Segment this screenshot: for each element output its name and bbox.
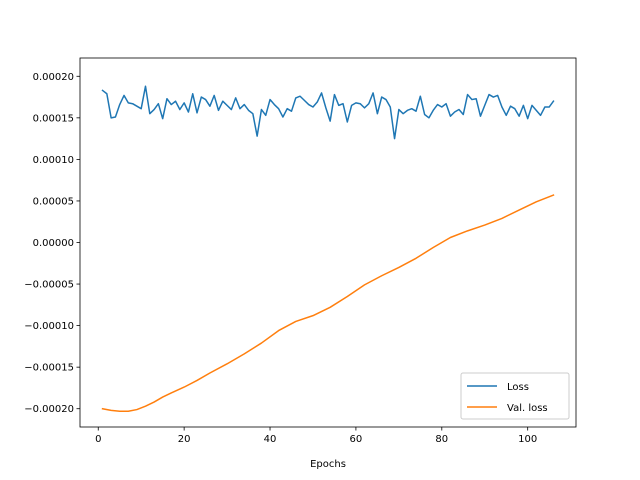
y-tick-label: −0.00015 [24,363,74,374]
y-tick-label: −0.00010 [24,321,74,332]
y-tick-label: 0.00005 [33,196,74,207]
x-tick-label: 100 [518,434,537,445]
plot-lines [101,85,555,412]
y-tick-label: −0.00005 [24,280,74,291]
x-tick-label: 80 [435,434,448,445]
x-tick-label: 0 [95,434,101,445]
x-tick-label: 60 [350,434,363,445]
x-axis-title: Epochs [310,459,346,470]
y-tick-label: 0.00010 [33,155,74,166]
x-tick-label: 40 [264,434,277,445]
y-tick-label: 0.00015 [33,113,74,124]
x-tick-label: 20 [178,434,191,445]
y-tick-label: 0.00000 [33,238,74,249]
y-tick-label: −0.00020 [24,404,74,415]
y-axis: −0.00020 −0.00015 −0.00010 −0.00005 0.00000 0… [24,72,80,415]
series-line-val-loss [101,194,555,412]
y-tick-label: 0.00020 [33,72,74,83]
series-line-loss [101,85,555,140]
legend-label-loss: Loss [507,382,529,393]
x-axis: 0 20 40 60 80 100 [95,427,537,445]
legend: Loss Val. loss [460,372,570,420]
legend-label-val-loss: Val. loss [507,403,548,414]
